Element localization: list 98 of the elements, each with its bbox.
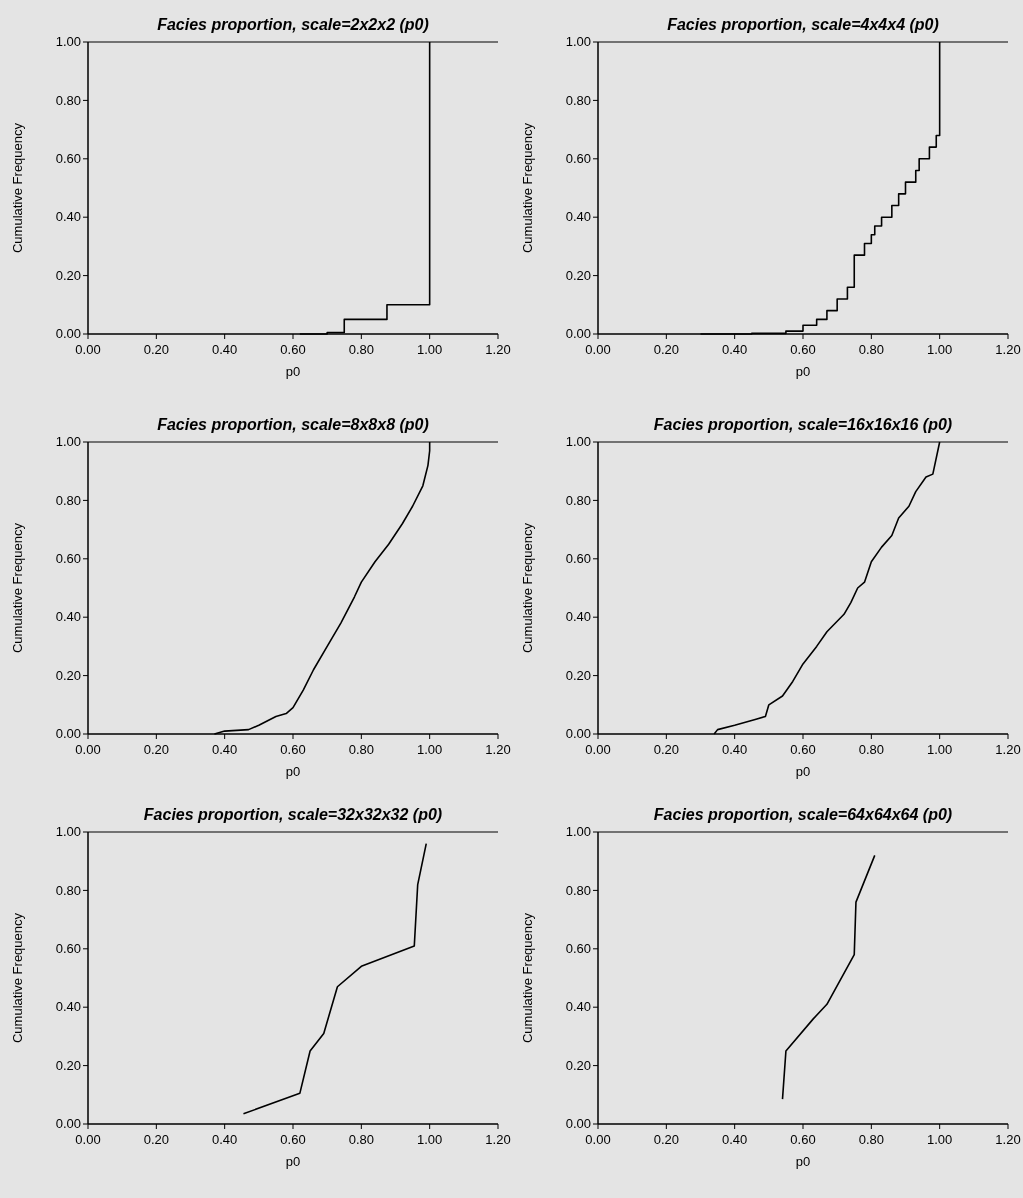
- x-tick-label: 0.40: [722, 1132, 748, 1147]
- y-axis-title: Cumulative Frequency: [520, 912, 535, 1044]
- y-tick-label: 0.80: [55, 882, 81, 898]
- y-tick-label: 1.00: [55, 824, 81, 840]
- x-tick-label: 0.80: [348, 342, 374, 357]
- x-tick-label: 0.20: [653, 342, 679, 357]
- x-tick-label: 0.00: [75, 742, 101, 757]
- line-series: [781, 854, 876, 1100]
- x-tick-label: 0.60: [280, 742, 306, 757]
- x-tick-label: 1.00: [927, 742, 953, 757]
- x-tick-label: 0.20: [653, 1132, 679, 1147]
- chart-title: Facies proportion, scale=16x16x16 (p0): [653, 416, 953, 433]
- chart-title: Facies proportion, scale=2x2x2 (p0): [157, 16, 429, 33]
- y-tick-label: 0.00: [565, 326, 591, 342]
- y-tick-label: 0.80: [565, 492, 591, 508]
- x-tick-label: 0.40: [722, 742, 748, 757]
- y-tick-label: 0.60: [55, 940, 81, 956]
- x-tick-label: 0.40: [722, 342, 748, 357]
- x-axis-title: p0: [795, 764, 811, 779]
- x-tick-label: 1.20: [485, 1132, 511, 1147]
- x-tick-label: 0.20: [653, 742, 679, 757]
- x-axis-title: p0: [795, 1154, 811, 1169]
- y-tick-label: 0.40: [55, 209, 81, 225]
- x-tick-label: 1.00: [417, 742, 443, 757]
- y-axis-title: Cumulative Frequency: [520, 522, 535, 654]
- y-tick-label: 0.60: [55, 550, 81, 566]
- y-tick-label: 0.20: [55, 267, 81, 283]
- y-tick-label: 0.40: [565, 609, 591, 625]
- x-tick-label: 0.40: [212, 1132, 238, 1147]
- x-tick-label: 0.00: [75, 1132, 101, 1147]
- y-tick-label: 0.00: [55, 326, 81, 342]
- x-tick-label: 0.40: [212, 342, 238, 357]
- y-tick-label: 0.00: [55, 1116, 81, 1132]
- chart-title: Facies proportion, scale=8x8x8 (p0): [157, 416, 429, 433]
- y-tick-label: 0.40: [55, 609, 81, 625]
- x-tick-label: 0.60: [790, 1132, 816, 1147]
- y-tick-label: 0.80: [55, 92, 81, 108]
- y-tick-label: 0.20: [55, 667, 81, 683]
- y-tick-label: 0.60: [565, 550, 591, 566]
- y-tick-label: 1.00: [565, 34, 591, 50]
- x-axis-title: p0: [795, 364, 811, 379]
- y-tick-label: 0.80: [565, 92, 591, 108]
- line-series: [242, 842, 428, 1115]
- x-tick-label: 0.80: [348, 742, 374, 757]
- y-tick-label: 0.80: [565, 882, 591, 898]
- y-tick-label: 0.40: [565, 209, 591, 225]
- y-tick-label: 0.60: [55, 150, 81, 166]
- x-tick-label: 1.20: [995, 742, 1021, 757]
- x-tick-label: 1.20: [485, 742, 511, 757]
- y-tick-label: 0.40: [565, 999, 591, 1015]
- x-tick-label: 1.00: [927, 1132, 953, 1147]
- x-tick-label: 0.80: [348, 1132, 374, 1147]
- x-tick-label: 0.80: [858, 342, 884, 357]
- x-tick-label: 0.60: [280, 342, 306, 357]
- y-tick-label: 1.00: [55, 34, 81, 50]
- x-tick-label: 0.60: [280, 1132, 306, 1147]
- y-tick-label: 0.00: [55, 726, 81, 742]
- x-tick-label: 0.20: [143, 1132, 169, 1147]
- x-tick-label: 0.60: [790, 742, 816, 757]
- x-tick-label: 0.00: [585, 342, 611, 357]
- y-axis-title: Cumulative Frequency: [10, 522, 25, 654]
- y-tick-label: 1.00: [565, 434, 591, 450]
- x-axis-title: p0: [285, 1154, 301, 1169]
- x-tick-label: 0.80: [858, 1132, 884, 1147]
- x-tick-label: 0.80: [858, 742, 884, 757]
- y-tick-label: 0.20: [565, 667, 591, 683]
- x-tick-label: 1.00: [927, 342, 953, 357]
- x-tick-label: 1.20: [995, 342, 1021, 357]
- x-axis-title: p0: [285, 364, 301, 379]
- y-tick-label: 0.20: [565, 1057, 591, 1073]
- y-tick-label: 0.20: [55, 1057, 81, 1073]
- x-tick-label: 0.00: [75, 342, 101, 357]
- y-tick-label: 1.00: [565, 824, 591, 840]
- y-axis-title: Cumulative Frequency: [10, 122, 25, 254]
- x-tick-label: 0.40: [212, 742, 238, 757]
- y-tick-label: 0.60: [565, 940, 591, 956]
- chart-title: Facies proportion, scale=64x64x64 (p0): [653, 806, 953, 823]
- y-tick-label: 0.00: [565, 726, 591, 742]
- x-tick-label: 0.20: [143, 342, 169, 357]
- y-tick-label: 0.80: [55, 492, 81, 508]
- chart-title: Facies proportion, scale=4x4x4 (p0): [667, 16, 939, 33]
- y-axis-title: Cumulative Frequency: [10, 912, 25, 1044]
- x-tick-label: 0.20: [143, 742, 169, 757]
- x-tick-label: 1.20: [995, 1132, 1021, 1147]
- y-tick-label: 0.00: [565, 1116, 591, 1132]
- chart-title: Facies proportion, scale=32x32x32 (p0): [143, 806, 443, 823]
- x-axis-title: p0: [285, 764, 301, 779]
- x-tick-label: 1.20: [485, 342, 511, 357]
- y-tick-label: 1.00: [55, 434, 81, 450]
- x-tick-label: 0.60: [790, 342, 816, 357]
- y-tick-label: 0.60: [565, 150, 591, 166]
- y-axis-title: Cumulative Frequency: [520, 122, 535, 254]
- x-tick-label: 0.00: [585, 742, 611, 757]
- x-tick-label: 1.00: [417, 342, 443, 357]
- y-tick-label: 0.40: [55, 999, 81, 1015]
- x-tick-label: 0.00: [585, 1132, 611, 1147]
- y-tick-label: 0.20: [565, 267, 591, 283]
- x-tick-label: 1.00: [417, 1132, 443, 1147]
